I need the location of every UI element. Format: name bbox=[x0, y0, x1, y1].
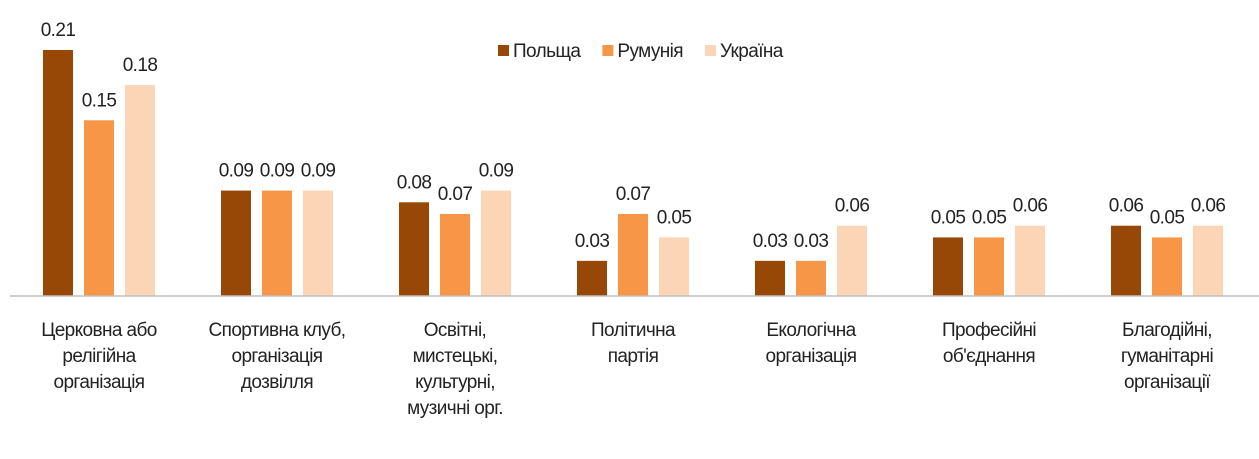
data-label: 0.05 bbox=[657, 207, 692, 228]
bar bbox=[659, 237, 689, 296]
bar bbox=[933, 237, 963, 296]
data-label: 0.05 bbox=[1150, 207, 1185, 228]
legend-label: Румунія bbox=[617, 41, 683, 62]
data-label: 0.03 bbox=[794, 231, 829, 252]
bar bbox=[84, 120, 114, 297]
data-label: 0.06 bbox=[835, 196, 870, 217]
x-tick-label: Благодійні, гуманітарні організації bbox=[1120, 320, 1214, 393]
x-tick-label: Спортивна клуб, організація дозвілля bbox=[208, 320, 347, 393]
data-label: 0.09 bbox=[301, 161, 336, 182]
bar bbox=[755, 260, 785, 296]
bar bbox=[837, 225, 867, 296]
legend-swatch bbox=[602, 45, 614, 56]
data-label: 0.18 bbox=[123, 55, 158, 76]
bar bbox=[618, 214, 648, 296]
x-tick-label: Церковна або релігійна організація bbox=[41, 320, 157, 393]
bar bbox=[221, 190, 251, 296]
data-label: 0.09 bbox=[219, 161, 254, 182]
bar bbox=[262, 190, 292, 296]
bar bbox=[1111, 225, 1141, 296]
data-label: 0.21 bbox=[41, 20, 76, 41]
data-label: 0.06 bbox=[1013, 196, 1048, 217]
legend-swatch bbox=[498, 45, 509, 56]
bar bbox=[577, 260, 607, 296]
bar bbox=[399, 202, 429, 296]
data-label: 0.09 bbox=[479, 161, 514, 182]
x-tick-label: Професійні об'єднання bbox=[941, 320, 1037, 367]
bar bbox=[43, 50, 73, 296]
bar bbox=[481, 190, 511, 296]
bar bbox=[303, 190, 333, 296]
data-label: 0.07 bbox=[616, 184, 651, 205]
data-label: 0.05 bbox=[972, 207, 1007, 228]
bar bbox=[125, 85, 155, 297]
data-label: 0.06 bbox=[1109, 196, 1144, 217]
x-tick-label: Освітні, мистецькі, культурні, музичні о… bbox=[407, 320, 503, 419]
legend-label: Польща bbox=[513, 41, 581, 62]
bar bbox=[440, 214, 470, 296]
data-label: 0.08 bbox=[397, 172, 432, 193]
bar bbox=[1015, 225, 1045, 296]
bar bbox=[796, 260, 826, 296]
data-label: 0.05 bbox=[931, 207, 966, 228]
data-label: 0.09 bbox=[260, 161, 295, 182]
data-label: 0.15 bbox=[82, 90, 117, 111]
data-label: 0.06 bbox=[1191, 196, 1226, 217]
bar bbox=[1152, 237, 1182, 296]
data-label: 0.03 bbox=[575, 231, 610, 252]
data-label: 0.07 bbox=[438, 184, 473, 205]
x-tick-label: Екологічна організація bbox=[765, 320, 858, 367]
x-tick-label: Політична партія bbox=[591, 320, 676, 367]
legend-swatch bbox=[704, 45, 716, 56]
data-label: 0.03 bbox=[753, 231, 788, 252]
bar bbox=[1193, 225, 1223, 296]
bar bbox=[974, 237, 1004, 296]
legend-label: Україна bbox=[720, 41, 784, 62]
